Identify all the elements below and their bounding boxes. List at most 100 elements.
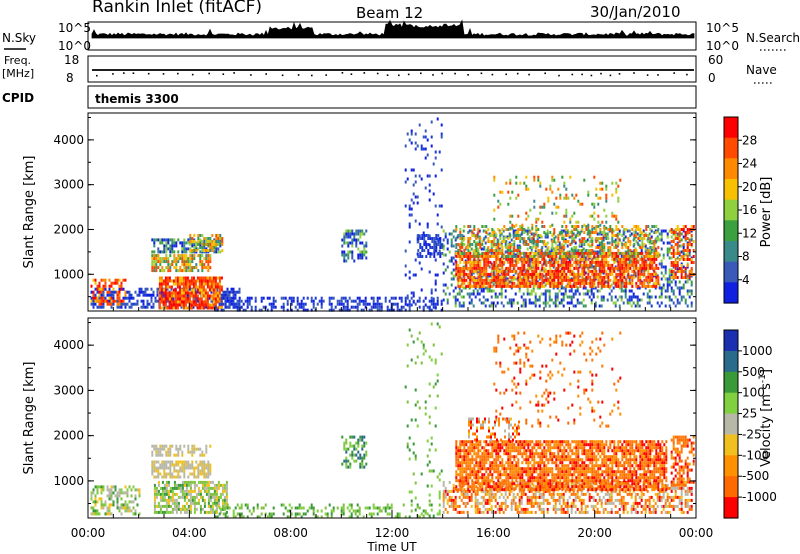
power-cell: [398, 296, 401, 300]
power-cell: [511, 284, 514, 288]
power-cell: [617, 254, 620, 258]
power-cell: [208, 296, 211, 300]
power-cell: [481, 278, 484, 282]
velocity-cell: [102, 506, 105, 510]
power-cell: [497, 281, 500, 285]
velocity-cell: [179, 447, 182, 451]
velocity-cell: [118, 494, 121, 498]
power-cell: [434, 282, 437, 286]
power-cell: [526, 232, 529, 236]
power-cell: [551, 240, 554, 243]
power-cell: [666, 277, 669, 281]
power-cell: [420, 147, 423, 151]
power-cell: [221, 243, 224, 246]
power-cell: [501, 251, 504, 255]
velocity-cell: [207, 495, 210, 499]
power-cell: [320, 302, 323, 306]
power-cell: [573, 278, 576, 282]
power-cell: [615, 225, 618, 228]
power-cell: [213, 246, 216, 249]
power-cell: [515, 249, 518, 252]
velocity-cell: [201, 463, 204, 467]
power-cell: [605, 257, 608, 261]
power-cell: [639, 237, 642, 240]
power-cell: [544, 298, 547, 302]
power-cell: [523, 263, 526, 267]
power-cell: [509, 249, 512, 252]
power-cell: [242, 302, 245, 306]
power-cell: [221, 237, 224, 240]
power-cell: [440, 123, 443, 127]
velocity-cell: [163, 483, 166, 487]
power-cell: [606, 232, 609, 236]
power-cell: [410, 132, 413, 136]
power-cell: [571, 237, 574, 240]
power-cell: [469, 251, 472, 255]
power-cell: [601, 187, 604, 191]
power-cell: [558, 244, 561, 248]
power-cell: [457, 249, 460, 252]
power-cell: [509, 257, 512, 261]
power-cell: [521, 237, 524, 240]
power-cell: [559, 193, 562, 197]
power-cell: [507, 251, 510, 255]
power-cell: [664, 271, 667, 275]
velocity-cell: [217, 486, 220, 490]
power-cell: [206, 282, 209, 286]
power-cell: [456, 298, 459, 302]
power-cell: [419, 255, 422, 258]
velocity-cell: [163, 492, 166, 496]
power-cell: [181, 241, 184, 245]
power-cell: [513, 225, 516, 228]
velocity-cell: [169, 495, 172, 499]
power-cell: [595, 272, 598, 276]
power-cell: [189, 249, 192, 252]
power-cell: [546, 289, 549, 293]
power-cell: [593, 272, 596, 276]
velocity-cell: [183, 492, 186, 496]
power-cell: [607, 260, 610, 264]
power-cell: [692, 255, 695, 258]
power-cell: [623, 252, 626, 255]
power-cell: [380, 308, 383, 312]
power-cell: [216, 285, 219, 289]
power-cell: [463, 254, 466, 258]
power-cell: [372, 299, 375, 303]
power-cell: [414, 219, 417, 223]
power-cell: [412, 183, 415, 187]
power-cell: [585, 228, 588, 231]
power-cell: [527, 187, 530, 191]
power-cell: [525, 243, 528, 246]
power-cell: [627, 266, 630, 270]
power-cell: [442, 244, 445, 248]
power-cell: [479, 246, 482, 249]
power-cell: [539, 234, 542, 237]
power-cell: [672, 276, 675, 279]
power-cell: [568, 235, 571, 239]
power-cell: [346, 302, 349, 306]
power-cell: [612, 229, 615, 233]
power-cell: [635, 249, 638, 252]
power-cell: [359, 235, 362, 239]
velocity-cell: [189, 504, 192, 508]
power-cell: [503, 284, 506, 288]
power-cell: [196, 285, 199, 289]
power-cell: [298, 302, 301, 306]
power-cell: [347, 250, 350, 254]
power-cell: [645, 255, 648, 258]
power-cell: [428, 183, 431, 187]
velocity-cell: [159, 504, 162, 508]
power-cell: [601, 220, 604, 224]
velocity-cell: [173, 507, 176, 511]
power-cell: [517, 254, 520, 258]
power-cell: [658, 283, 661, 287]
power-cell: [357, 253, 360, 257]
power-cell: [490, 289, 493, 293]
power-cell: [363, 250, 366, 254]
power-cell: [486, 286, 489, 290]
power-cell: [459, 237, 462, 240]
power-cell: [595, 187, 598, 191]
power-cell: [220, 276, 223, 280]
power-cell: [561, 272, 564, 276]
power-cell: [547, 252, 550, 255]
